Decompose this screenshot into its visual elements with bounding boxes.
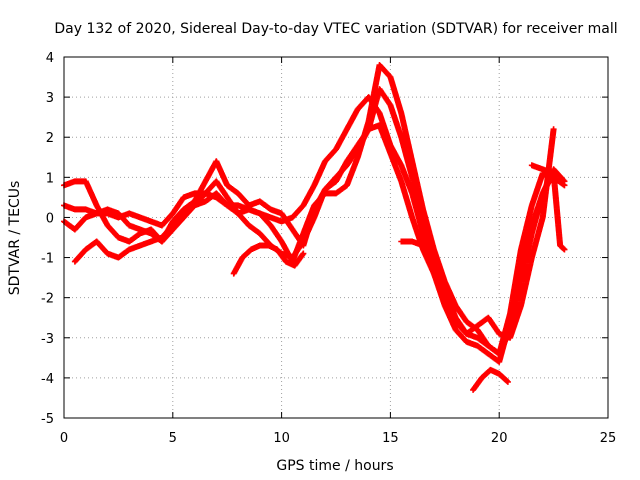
data-point [561,182,568,189]
data-point [504,378,511,385]
y-tick-label: 3 [46,91,54,106]
chart-title: Day 132 of 2020, Sidereal Day-to-day VTE… [54,21,617,37]
y-axis-label: SDTVAR / TECUs [7,181,23,296]
x-tick-label: 15 [382,431,399,446]
series-track-6 [398,238,459,313]
y-tick-label: -2 [41,292,54,307]
series-track-5 [230,242,307,277]
data-point [550,126,557,133]
x-tick-label: 10 [273,431,290,446]
y-tick-label: 1 [46,171,54,186]
series-track-4 [71,86,557,341]
y-tick-label: -4 [41,372,54,387]
y-tick-label: 4 [46,51,54,66]
data-point [300,250,307,257]
data-point [561,246,568,253]
y-tick-label: -3 [41,332,54,347]
x-tick-label: 20 [491,431,508,446]
data-point [560,245,567,252]
data-point [451,305,458,312]
x-axis-label: GPS time / hours [276,458,393,474]
data-point [504,378,511,385]
plot-frame [63,56,609,419]
series-track-3 [61,62,568,357]
series-track-8 [528,162,568,253]
y-tick-label: 2 [46,131,54,146]
x-tick-label: 0 [60,431,68,446]
x-tick-label: 5 [169,431,177,446]
x-tick-label: 25 [600,431,617,446]
data-point [452,306,459,313]
y-tick-label: 0 [46,211,54,226]
series-track-7 [470,366,511,393]
y-tick-label: -5 [41,412,54,427]
data-points [61,62,568,393]
y-tick-label: -1 [41,252,54,267]
